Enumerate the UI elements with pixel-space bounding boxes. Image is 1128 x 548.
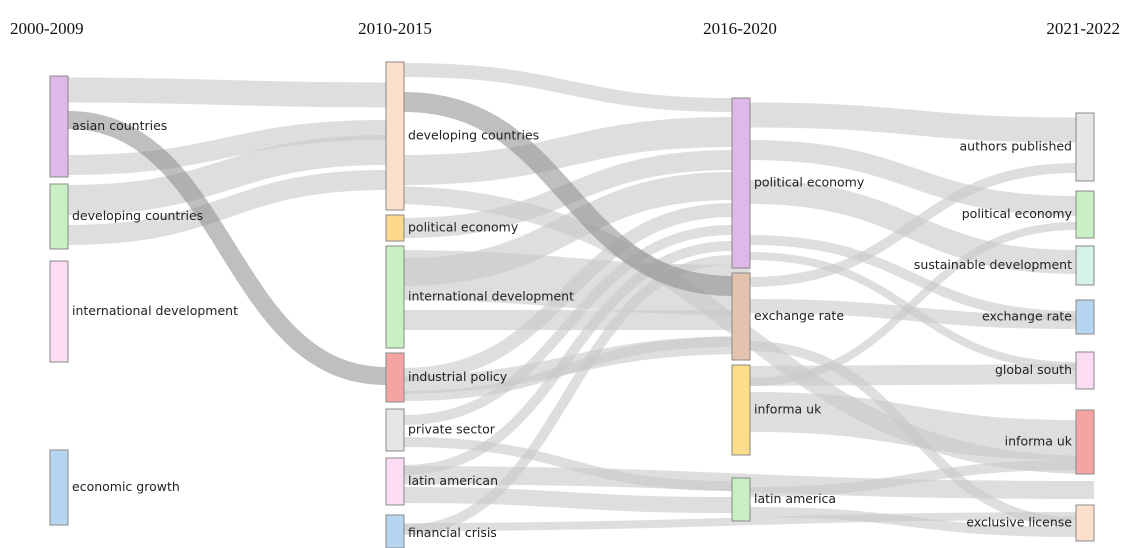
node-label: exchange rate [982, 309, 1072, 324]
link [403, 172, 733, 286]
node [49, 75, 69, 178]
node [1075, 245, 1095, 286]
node [731, 97, 751, 269]
node [1075, 190, 1095, 239]
node-label: political economy [754, 175, 865, 190]
node-label: sustainable development [914, 257, 1072, 272]
link [749, 507, 1077, 537]
link [749, 299, 1077, 329]
node [385, 352, 405, 403]
node-label: developing countries [408, 128, 539, 143]
link [403, 241, 733, 475]
node [49, 260, 69, 363]
link [67, 111, 387, 385]
node-label: political economy [962, 206, 1073, 221]
links [67, 63, 1095, 537]
link [403, 63, 733, 112]
column-title: 2016-2020 [703, 19, 777, 38]
node-label: financial crisis [408, 525, 497, 540]
link [749, 460, 1077, 497]
column-title: 2021-2022 [1046, 19, 1120, 38]
node [1075, 504, 1095, 542]
link [749, 102, 1077, 143]
link [403, 92, 733, 296]
node-label: latin american [408, 473, 498, 488]
node [1075, 299, 1095, 335]
node [385, 61, 405, 211]
link [403, 337, 733, 401]
node-label: global south [995, 362, 1072, 377]
node-label: international development [408, 289, 574, 304]
link [403, 437, 733, 491]
node-label: latin america [754, 491, 836, 506]
link [403, 117, 733, 185]
link [403, 487, 733, 513]
node-label: developing countries [72, 208, 203, 223]
node-label: informa uk [754, 402, 822, 417]
node [385, 214, 405, 242]
node-label: exchange rate [754, 308, 844, 323]
node [385, 245, 405, 349]
node-label: industrial policy [408, 369, 508, 384]
node [385, 514, 405, 548]
node-label: authors published [960, 139, 1072, 154]
node [385, 408, 405, 452]
node-label: economic growth [72, 479, 180, 494]
column-title: 2000-2009 [10, 19, 84, 38]
column-title: 2010-2015 [358, 19, 432, 38]
node [731, 272, 751, 361]
node [1075, 351, 1095, 390]
link [403, 203, 733, 382]
link [67, 120, 387, 175]
node [49, 449, 69, 526]
node [731, 477, 751, 522]
link [749, 163, 1077, 287]
node [1075, 409, 1095, 475]
link [749, 140, 1077, 216]
node-label: private sector [408, 422, 496, 437]
node [731, 364, 751, 456]
node [385, 457, 405, 506]
node [1075, 112, 1095, 182]
link [749, 235, 1077, 321]
node-label: exclusive license [966, 515, 1072, 530]
link [67, 77, 387, 108]
link [749, 392, 1077, 460]
link [403, 225, 733, 425]
node-label: international development [72, 303, 238, 318]
link [67, 135, 387, 215]
nodes: asian countries developing countries inter… [49, 61, 1095, 548]
link [67, 170, 387, 245]
node [49, 183, 69, 250]
node-label: asian countries [72, 118, 167, 133]
node-label: political economy [408, 220, 519, 235]
node-label: informa uk [1005, 434, 1073, 449]
link [749, 222, 1077, 386]
